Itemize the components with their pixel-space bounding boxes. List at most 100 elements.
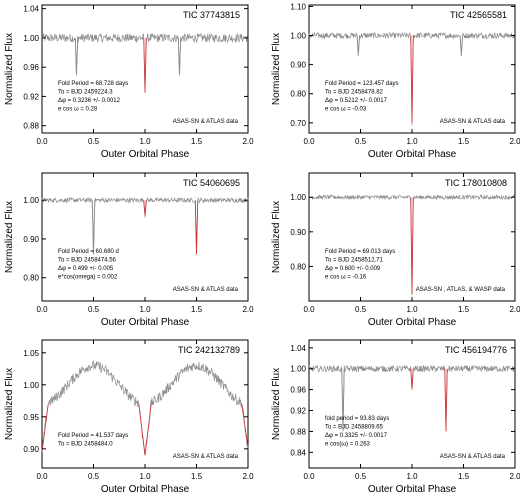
annotation-line: Fold Period = 68.728 days <box>58 81 128 87</box>
x-tick-label: 0.5 <box>88 472 100 481</box>
annotation-line: Δφ = 0.499 +/- 0.005 <box>58 266 114 272</box>
annotation-line: Δφ = 0.3236 +/- 0.0012 <box>58 98 121 104</box>
annotation-line: To = BJD 2459224.3 <box>58 90 113 96</box>
y-tick-label: 0.90 <box>23 445 39 454</box>
x-tick-label: 1.5 <box>191 137 203 146</box>
panel-title: TIC 456194776 <box>445 345 507 355</box>
x-tick-label: 1.5 <box>458 305 470 314</box>
plot-frame <box>41 172 249 302</box>
y-tick-label: 0.70 <box>290 119 306 128</box>
y-tick-label: 0.92 <box>290 407 306 416</box>
x-tick-label: 1.5 <box>458 472 470 481</box>
annotation-line: e cos ω = -0.16 <box>325 275 367 281</box>
annotation-line: Fold Period = 123.457 days <box>325 81 399 87</box>
eclipse-1 <box>341 368 345 432</box>
y-tick-label: 0.90 <box>23 235 39 244</box>
x-tick-label: 0.5 <box>355 305 367 314</box>
y-tick-label: 0.80 <box>290 90 306 99</box>
x-axis-label: Outer Orbital Phase <box>101 149 190 160</box>
annotation-line: To = BJD 2458484.0 <box>58 442 113 448</box>
y-tick-label: 1.00 <box>290 365 306 374</box>
eclipse-2 <box>138 403 152 456</box>
eclipse-1 <box>356 35 361 56</box>
x-tick-label: 2.0 <box>509 305 520 314</box>
panel-title: TIC 42565581 <box>450 10 507 20</box>
x-tick-label: 1.0 <box>406 305 418 314</box>
annotation-line: e cos(ω) = 0.263 <box>325 442 371 448</box>
x-tick-label: 1.5 <box>191 472 203 481</box>
data-source-label: ASAS-SN & ATLAS data <box>440 454 506 460</box>
data-series <box>41 196 249 255</box>
x-tick-label: 0.0 <box>36 137 48 146</box>
y-tick-label: 1.00 <box>290 32 306 41</box>
panel-title: TIC 178010808 <box>445 178 507 188</box>
x-tick-label: 2.0 <box>242 305 254 314</box>
y-tick-label: 0.96 <box>23 63 39 72</box>
y-tick-label: 0.88 <box>290 427 306 436</box>
y-tick-label: 1.00 <box>23 196 39 205</box>
data-source-label: ASAS-SN & ATLAS data <box>440 119 506 125</box>
y-axis-label: Normalized Flux <box>271 368 282 440</box>
y-tick-label: 0.96 <box>290 386 306 395</box>
y-tick-label: 0.90 <box>290 61 306 70</box>
annotation-line: To = BJD 2458512.71 <box>325 258 384 264</box>
eclipse-2 <box>410 35 414 123</box>
y-axis-label: Normalized Flux <box>4 33 15 105</box>
y-tick-label: 1.10 <box>290 2 306 11</box>
panel-3: 0.0 0.5 1.0 1.5 2.0 0.80 0.90 1.00 TIC 54060695 O… <box>4 172 254 328</box>
x-tick-label: 0.0 <box>303 305 315 314</box>
x-tick-label: 1.5 <box>191 305 203 314</box>
x-axis-label: Outer Orbital Phase <box>101 317 190 328</box>
annotation-line: fold period = 93.83 days <box>325 416 389 422</box>
x-tick-label: 1.0 <box>139 472 151 481</box>
y-tick-label: 0.95 <box>23 413 39 422</box>
y-tick-label: 0.84 <box>290 448 306 457</box>
panel-2: 0.0 0.5 1.0 1.5 2.0 0.70 0.80 0.90 1.00 1.10 TIC 4… <box>271 2 520 160</box>
annotation-line: Fold Period = 41.537 days <box>58 433 128 439</box>
annotation-line: Δφ = 0.5212 +/- 0.0017 <box>325 98 388 104</box>
eclipse-2 <box>143 200 147 216</box>
eclipse-3 <box>194 200 199 255</box>
annotation-line: To = BJD 2458474.56 <box>58 258 117 264</box>
y-tick-label: 0.80 <box>290 262 306 271</box>
y-tick-label: 0.88 <box>23 122 39 131</box>
panel-title: TIC 54060695 <box>183 178 240 188</box>
data-source-label: ASAS-SN & ATLAS data <box>173 119 239 125</box>
x-tick-label: 2.0 <box>509 137 520 146</box>
x-axis-label: Outer Orbital Phase <box>368 317 457 328</box>
x-tick-label: 1.0 <box>139 137 151 146</box>
eclipse-3 <box>459 35 464 56</box>
data-source-label: ASAS-SN , ATLAS, & WASP data <box>416 287 506 293</box>
eclipse-2 <box>410 368 414 390</box>
y-tick-label: 0.80 <box>23 274 39 283</box>
y-tick-label: 1.00 <box>290 193 306 202</box>
y-tick-label: 0.90 <box>290 228 306 237</box>
annotation-line: To = BJD 2458809.65 <box>325 425 384 431</box>
x-axis-label: Outer Orbital Phase <box>368 149 457 160</box>
x-axis-label: Outer Orbital Phase <box>368 484 457 495</box>
annotation-line: e*cos(omega) = 0.002 <box>58 275 118 281</box>
data-series <box>308 31 516 126</box>
y-tick-label: 1.04 <box>23 5 39 14</box>
x-tick-label: 1.0 <box>406 137 418 146</box>
data-series <box>308 194 516 296</box>
annotation-line: Fold Period = 69.013 days <box>325 249 395 255</box>
panel-5: 0.0 0.5 1.0 1.5 2.0 0.90 0.95 1.00 1.05 TIC 24213… <box>4 339 254 495</box>
eclipse-1 <box>410 197 414 295</box>
y-tick-label: 1.04 <box>290 344 306 353</box>
data-source-label: ASAS-SN & ATLAS data <box>173 287 239 293</box>
y-axis-label: Normalized Flux <box>4 368 15 440</box>
x-tick-label: 2.0 <box>242 137 254 146</box>
x-tick-label: 0.0 <box>36 472 48 481</box>
x-tick-label: 0.0 <box>303 472 315 481</box>
panel-6: 0.0 0.5 1.0 1.5 2.0 0.84 0.88 0.92 0.96 1.00 1.04 T… <box>271 339 520 495</box>
panel-title: TIC 37743815 <box>183 10 240 20</box>
eclipse-1 <box>74 37 79 76</box>
x-tick-label: 0.5 <box>355 472 367 481</box>
y-tick-label: 1.05 <box>23 349 39 358</box>
y-tick-label: 1.00 <box>23 381 39 390</box>
annotation-line: e cos ω = 0.28 <box>58 107 98 113</box>
panel-4: 0.0 0.5 1.0 1.5 2.0 0.80 0.90 1.00 TIC 178010808… <box>271 172 520 328</box>
eclipse-3 <box>177 37 182 76</box>
